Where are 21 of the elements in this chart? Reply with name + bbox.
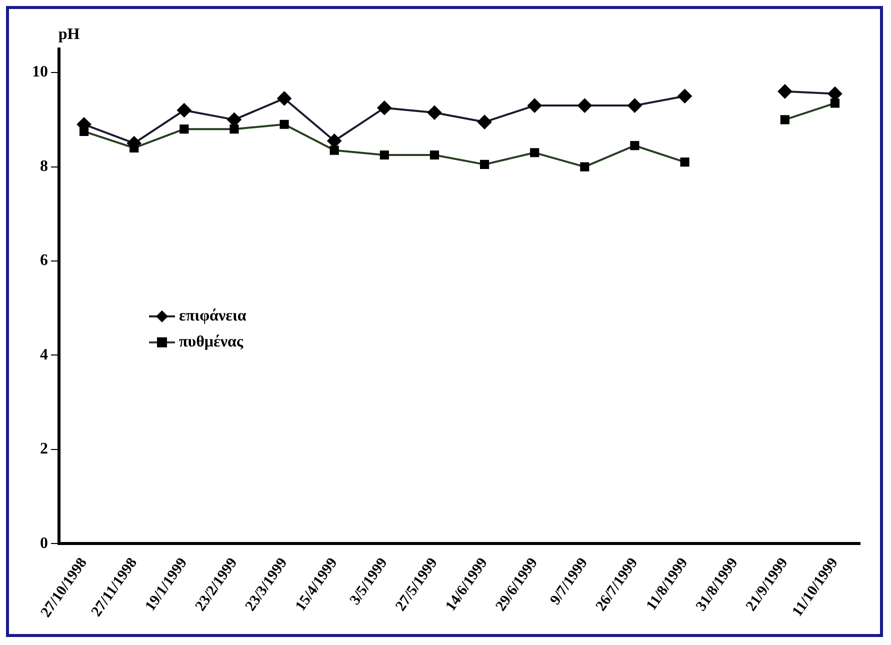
legend-label: πυθμένας xyxy=(179,333,244,350)
point xyxy=(277,91,292,106)
legend-label: επιφάνεια xyxy=(179,307,246,324)
y-axis-title: pH xyxy=(58,26,80,44)
y-tick-label: 8 xyxy=(40,158,48,175)
point xyxy=(628,98,642,113)
y-tick-label: 4 xyxy=(40,346,48,364)
point xyxy=(427,106,442,120)
y-tick-label: 10 xyxy=(32,64,48,81)
point xyxy=(578,98,592,113)
point xyxy=(778,84,792,98)
y-tick-label: 0 xyxy=(40,534,48,552)
point xyxy=(528,98,542,113)
point xyxy=(828,86,842,101)
point xyxy=(678,89,692,104)
point xyxy=(177,103,192,118)
point xyxy=(327,134,342,148)
point xyxy=(377,100,392,115)
y-tick-label: 6 xyxy=(40,252,48,270)
y-tick-label: 2 xyxy=(40,440,48,458)
point xyxy=(478,115,492,130)
